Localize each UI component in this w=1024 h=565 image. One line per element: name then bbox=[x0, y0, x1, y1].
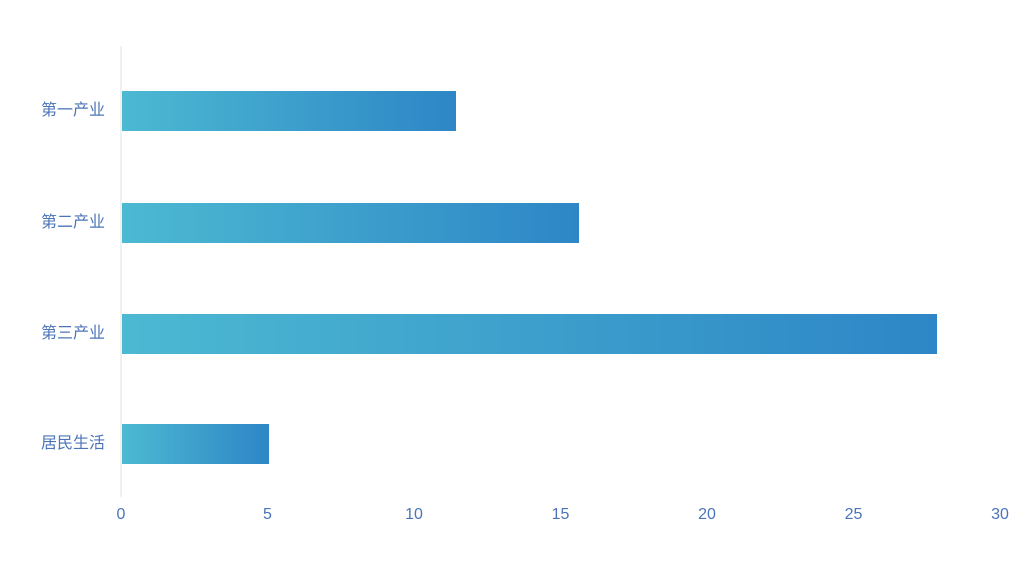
x-axis-tick-label: 5 bbox=[263, 506, 272, 523]
y-axis-label: 第二产业 bbox=[40, 214, 105, 231]
y-axis-label: 居民生活 bbox=[40, 435, 105, 452]
x-axis-tick-label: 0 bbox=[116, 506, 126, 523]
x-axis-tick-label: 10 bbox=[405, 506, 423, 523]
bar-4[interactable] bbox=[122, 424, 269, 464]
y-axis-line bbox=[120, 46, 122, 497]
x-axis-tick-label: 25 bbox=[844, 506, 863, 523]
y-axis-label: 第三产业 bbox=[40, 325, 105, 342]
y-axis-label: 第一产业 bbox=[40, 102, 105, 119]
x-axis-tick-label: 30 bbox=[991, 506, 1009, 523]
bar-3[interactable] bbox=[122, 314, 937, 354]
x-axis-tick-label: 20 bbox=[698, 506, 716, 523]
bar-1[interactable] bbox=[122, 91, 456, 131]
bar-2[interactable] bbox=[122, 203, 579, 243]
x-axis-tick-label: 15 bbox=[551, 506, 570, 523]
